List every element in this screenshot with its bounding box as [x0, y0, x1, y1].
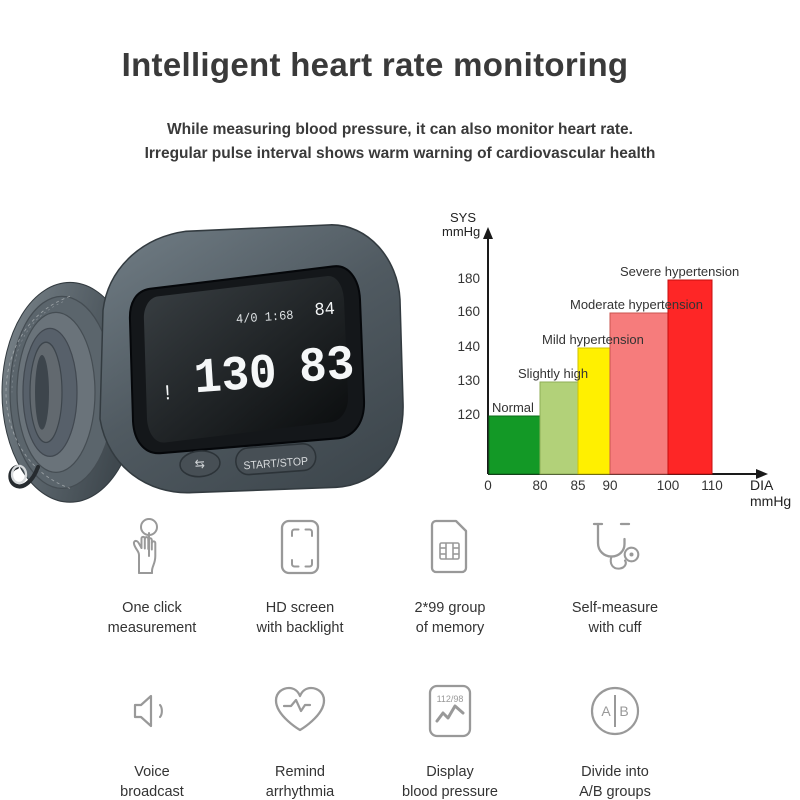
svg-text:130: 130: [457, 373, 480, 388]
svg-text:110: 110: [701, 478, 723, 493]
svg-text:160: 160: [457, 304, 480, 319]
svg-text:mmHg: mmHg: [442, 224, 480, 239]
svg-text:B: B: [619, 703, 628, 719]
svg-text:Severe hypertension: Severe hypertension: [620, 264, 739, 279]
svg-text:120: 120: [457, 407, 480, 422]
svg-text:90: 90: [602, 478, 617, 493]
svg-text:A: A: [601, 703, 611, 719]
svg-text:112/98: 112/98: [437, 694, 464, 704]
svg-text:Normal: Normal: [492, 400, 534, 415]
svg-text:80: 80: [532, 478, 547, 493]
svg-text:Mild hypertension: Mild hypertension: [542, 332, 644, 347]
svg-text:100: 100: [657, 478, 680, 493]
svg-text:SYS: SYS: [450, 210, 476, 225]
svg-text:⇆: ⇆: [194, 456, 205, 471]
svg-text:DIA: DIA: [750, 477, 774, 493]
svg-text:Moderate hypertension: Moderate hypertension: [570, 297, 703, 312]
svg-text:85: 85: [570, 478, 585, 493]
svg-text:0: 0: [484, 478, 492, 493]
svg-text:Slightly high: Slightly high: [518, 366, 588, 381]
svg-text:130: 130: [192, 346, 278, 408]
svg-text:84: 84: [314, 299, 336, 321]
svg-text:83: 83: [297, 337, 356, 397]
svg-text:!: !: [161, 382, 175, 407]
svg-text:mmHg: mmHg: [750, 493, 791, 509]
svg-text:140: 140: [457, 339, 480, 354]
svg-text:180: 180: [457, 271, 480, 286]
